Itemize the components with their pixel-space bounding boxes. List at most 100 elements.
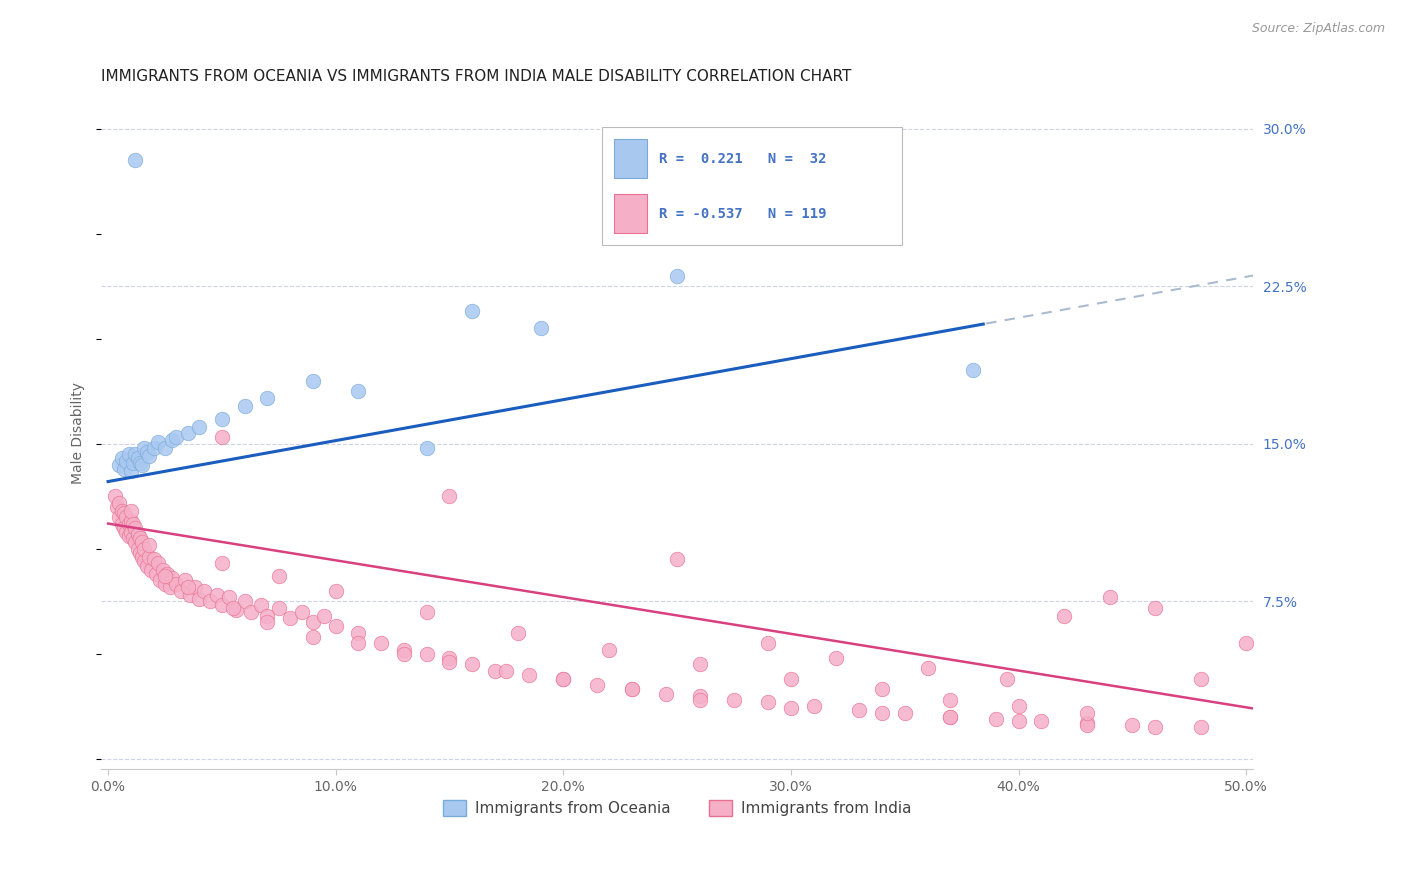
Point [655,687,678,701]
Point [112,462,135,476]
Point [314,609,336,624]
Point [134,541,156,556]
Point [135,445,157,459]
Point [183,580,205,594]
Point [666,552,689,566]
Point [1189,720,1212,734]
Point [225,602,247,616]
Point [256,609,278,624]
Point [249,599,271,613]
Point [127,451,149,466]
Point [894,706,917,720]
Text: IMMIGRANTS FROM OCEANIA VS IMMIGRANTS FROM INDIA MALE DISABILITY CORRELATION CHA: IMMIGRANTS FROM OCEANIA VS IMMIGRANTS FR… [101,69,852,84]
Point [620,682,643,697]
Point [529,321,551,335]
Point [506,625,529,640]
Point [129,546,152,560]
Point [138,550,160,565]
Point [290,605,312,619]
Point [141,563,163,577]
Point [939,710,962,724]
Point [188,592,211,607]
Point [174,574,197,588]
Point [484,664,506,678]
Point [222,600,245,615]
Point [111,451,134,466]
Point [620,682,643,697]
Point [917,661,939,675]
Point [211,557,233,571]
Point [1144,600,1167,615]
Point [995,672,1018,686]
Point [780,701,803,715]
Point [207,588,229,602]
Point [131,550,153,565]
Point [135,558,157,573]
Point [416,441,439,455]
Point [188,420,211,434]
Point [517,667,540,681]
Point [170,583,193,598]
Point [117,447,139,461]
Point [127,541,149,556]
Point [984,712,1007,726]
Point [211,430,233,444]
Point [803,699,825,714]
Point [756,636,779,650]
Point [108,458,131,472]
Point [193,583,215,598]
Point [1007,699,1029,714]
Point [666,268,689,283]
Point [200,594,222,608]
Point [233,399,256,413]
Point [1076,706,1098,720]
Point [120,524,142,539]
Point [416,605,439,619]
Point [1189,672,1212,686]
Point [111,504,134,518]
Point [115,524,138,539]
Point [240,605,263,619]
Point [131,535,153,549]
Point [142,441,165,455]
Point [325,619,347,633]
Point [124,535,146,549]
Point [1031,714,1053,728]
Point [120,464,142,478]
Point [138,450,160,464]
Point [108,510,131,524]
Point [108,495,131,509]
Point [218,590,240,604]
Point [461,657,484,672]
Point [153,569,176,583]
Point [149,574,172,588]
Point [256,615,278,630]
Point [1076,718,1098,732]
Point [105,500,128,514]
Point [111,516,134,531]
Point [156,566,179,581]
Point [124,153,146,168]
Point [159,580,181,594]
Point [153,441,176,455]
Point [870,706,893,720]
Point [495,664,517,678]
Point [127,527,149,541]
Point [461,304,484,318]
Point [165,430,187,444]
Point [115,510,138,524]
Point [939,693,962,707]
Point [302,615,325,630]
Point [689,689,711,703]
Point [152,563,174,577]
Point [302,630,325,644]
Point [848,704,870,718]
Point [723,693,745,707]
Point [129,456,152,470]
Point [416,647,439,661]
Point [347,384,370,399]
Point [756,695,779,709]
Point [131,458,153,472]
Point [302,374,325,388]
Legend: Immigrants from Oceania, Immigrants from India: Immigrants from Oceania, Immigrants from… [437,794,918,822]
